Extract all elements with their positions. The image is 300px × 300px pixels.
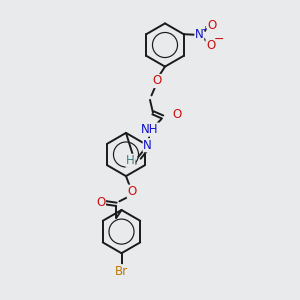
Text: Br: Br — [115, 265, 128, 278]
Text: O: O — [96, 196, 105, 209]
Text: O: O — [172, 108, 182, 121]
Text: +: + — [201, 25, 208, 34]
Text: O: O — [152, 74, 161, 88]
Text: O: O — [206, 39, 215, 52]
Text: NH: NH — [141, 123, 159, 136]
Text: N: N — [195, 28, 204, 41]
Text: O: O — [128, 185, 136, 198]
Text: N: N — [143, 139, 152, 152]
Text: O: O — [207, 19, 217, 32]
Text: −: − — [214, 33, 224, 46]
Text: H: H — [126, 154, 135, 167]
